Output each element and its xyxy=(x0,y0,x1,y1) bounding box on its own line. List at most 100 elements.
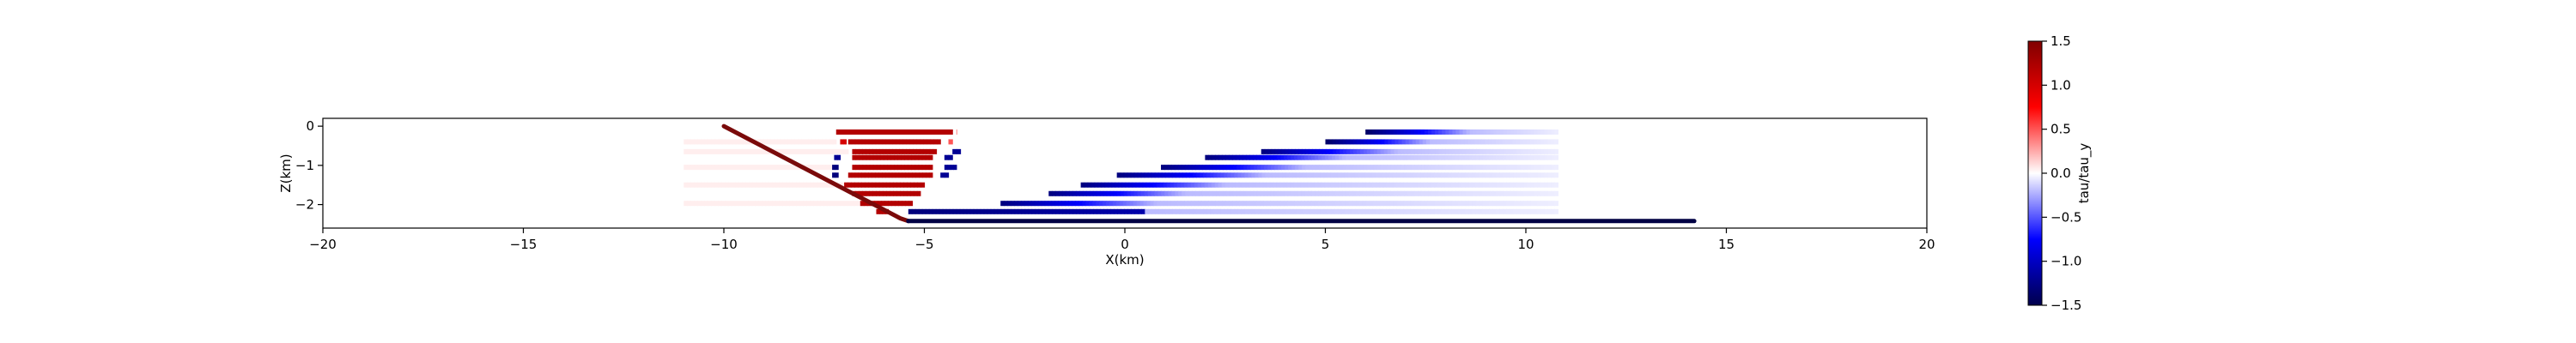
stress-mark-4-5-22 xyxy=(1380,165,1385,171)
stress-mark-1-0-42 xyxy=(829,139,834,145)
stress-mark-4-2-19 xyxy=(918,165,923,171)
stress-mark-7-2-35 xyxy=(1304,190,1309,196)
stress-mark-6-1-12 xyxy=(885,182,890,188)
stress-mark-4-5-3 xyxy=(1315,165,1320,171)
stress-mark-5-3-31 xyxy=(1224,172,1228,178)
stress-mark-1-5-17 xyxy=(1488,139,1493,145)
stress-mark-5-4-22 xyxy=(1340,172,1346,178)
stress-mark-4-2-8 xyxy=(879,165,884,171)
stress-mark-6-3-72 xyxy=(1472,182,1477,188)
stress-mark-0-2-20 xyxy=(1435,129,1439,135)
stress-mark-6-2-24 xyxy=(1163,182,1168,188)
stress-mark-2-0-21 xyxy=(756,148,760,154)
stress-mark-7-2-22 xyxy=(1260,190,1265,196)
stress-mark-1-2-13 xyxy=(892,139,897,145)
plot-area: −20 −15 −10 −5 0 5 10 15 20 0−1−2 X(km) Z(km) xyxy=(278,117,1935,268)
stress-mark-6-3-54 xyxy=(1410,182,1415,188)
stress-mark-2-4-3 xyxy=(1407,148,1413,154)
stress-mark-8-0-51 xyxy=(857,201,862,207)
stress-mark-4-5-35 xyxy=(1425,165,1429,171)
stress-mark-6-2-27 xyxy=(1173,182,1178,188)
stress-mark-3-1-4 xyxy=(866,154,871,160)
stress-mark-8-3-65 xyxy=(1379,201,1384,207)
stress-mark-7-2-101 xyxy=(1530,190,1535,196)
stress-mark-3-4-2 xyxy=(1352,154,1357,160)
stress-mark-9-2-3 xyxy=(1155,208,1159,214)
stress-mark-6-3-23 xyxy=(1303,182,1309,188)
stress-mark-8-0-20 xyxy=(751,201,756,207)
stress-mark-8-2-13 xyxy=(1044,201,1049,207)
stress-mark-4-4-2 xyxy=(1168,165,1172,171)
stress-mark-5-4-57 xyxy=(1461,172,1466,178)
stress-mark-1-4-0 xyxy=(1325,139,1330,145)
stress-mark-1-4-21 xyxy=(1398,139,1403,145)
stress-mark-9-1-2 xyxy=(914,208,920,214)
stress-mark-7-1-29 xyxy=(1147,190,1151,196)
stress-mark-9-2-23 xyxy=(1224,208,1229,214)
stress-mark-7-2-2 xyxy=(1192,190,1196,196)
stress-mark-7-1-33 xyxy=(1161,190,1165,196)
stress-mark-1-0-34 xyxy=(801,139,806,145)
stress-mark-6-0-17 xyxy=(741,182,746,188)
stress-mark-2-0-6 xyxy=(704,148,708,154)
stress-mark-3-1-12 xyxy=(894,154,898,160)
stress-mark-6-3-28 xyxy=(1321,182,1326,188)
stress-mark-7-1-16 xyxy=(1103,190,1108,196)
stress-mark-6-3-57 xyxy=(1420,182,1425,188)
stress-mark-6-2-35 xyxy=(1200,182,1206,188)
stress-mark-7-1-5 xyxy=(1066,190,1070,196)
stress-mark-4-5-30 xyxy=(1407,165,1412,171)
stress-mark-8-3-53 xyxy=(1338,201,1343,207)
stress-mark-1-0-28 xyxy=(781,139,785,145)
stress-mark-7-2-92 xyxy=(1499,190,1504,196)
stress-mark-4-2-2 xyxy=(859,165,864,171)
stress-mark-9-2-97 xyxy=(1479,208,1483,214)
stress-mark-4-5-7 xyxy=(1328,165,1334,171)
stress-mark-0-3-0 xyxy=(1469,129,1474,135)
stress-mark-8-0-0 xyxy=(683,201,688,207)
shear-stress-segments xyxy=(683,129,1558,214)
stress-mark-4-0-38 xyxy=(815,165,819,171)
stress-mark-8-3-106 xyxy=(1520,201,1525,207)
stress-mark-7-2-55 xyxy=(1373,190,1377,196)
stress-mark-9-2-46 xyxy=(1303,208,1308,214)
stress-mark-3-3-31 xyxy=(1310,154,1315,160)
stress-mark-3-3-3 xyxy=(1215,154,1219,160)
stress-mark-7-2-31 xyxy=(1291,190,1296,196)
stress-mark-2-4-28 xyxy=(1492,148,1498,154)
stress-mark-5-3-24 xyxy=(1200,172,1204,178)
stress-mark-6-3-30 xyxy=(1327,182,1333,188)
stress-mark-8-0-29 xyxy=(782,201,787,207)
stress-mark-1-2-20 xyxy=(916,139,920,145)
stress-mark-0-0-10 xyxy=(870,129,875,135)
stress-mark-3-3-11 xyxy=(1242,154,1247,160)
stress-mark-8-3-112 xyxy=(1540,201,1545,207)
stress-mark-9-1-64 xyxy=(1127,208,1132,214)
stress-mark-8-3-96 xyxy=(1485,201,1491,207)
stress-mark-8-0-23 xyxy=(762,201,767,207)
stress-mark-2-1-18 xyxy=(913,148,917,154)
stress-mark-0-0-24 xyxy=(918,129,922,135)
stress-mark-9-1-27 xyxy=(1000,208,1005,214)
stress-mark-8-1-9 xyxy=(891,201,896,207)
stress-mark-5-3-15 xyxy=(1168,172,1173,178)
stress-mark-8-3-70 xyxy=(1396,201,1401,207)
stress-mark-1-2-11 xyxy=(885,139,890,145)
stress-mark-9-1-50 xyxy=(1079,208,1084,214)
stress-mark-9-1-5 xyxy=(925,208,930,214)
stress-mark-8-3-61 xyxy=(1365,201,1370,207)
stress-mark-3-2-1 xyxy=(948,154,953,160)
stress-mark-2-3-4 xyxy=(1274,148,1279,154)
stress-mark-6-0-14 xyxy=(731,182,736,188)
stress-mark-9-1-12 xyxy=(949,208,954,214)
stress-mark-3-3-8 xyxy=(1232,154,1236,160)
stress-mark-5-4-82 xyxy=(1547,172,1552,178)
stress-mark-2-0-24 xyxy=(766,148,770,154)
stress-mark-9-2-70 xyxy=(1385,208,1390,214)
stress-mark-3-4-51 xyxy=(1520,154,1525,160)
stress-mark-1-0-38 xyxy=(815,139,820,145)
stress-mark-3-1-19 xyxy=(918,154,923,160)
stress-mark-3-4-8 xyxy=(1372,154,1377,160)
stress-mark-2-3-14 xyxy=(1309,148,1313,154)
stress-mark-0-0-19 xyxy=(901,129,906,135)
